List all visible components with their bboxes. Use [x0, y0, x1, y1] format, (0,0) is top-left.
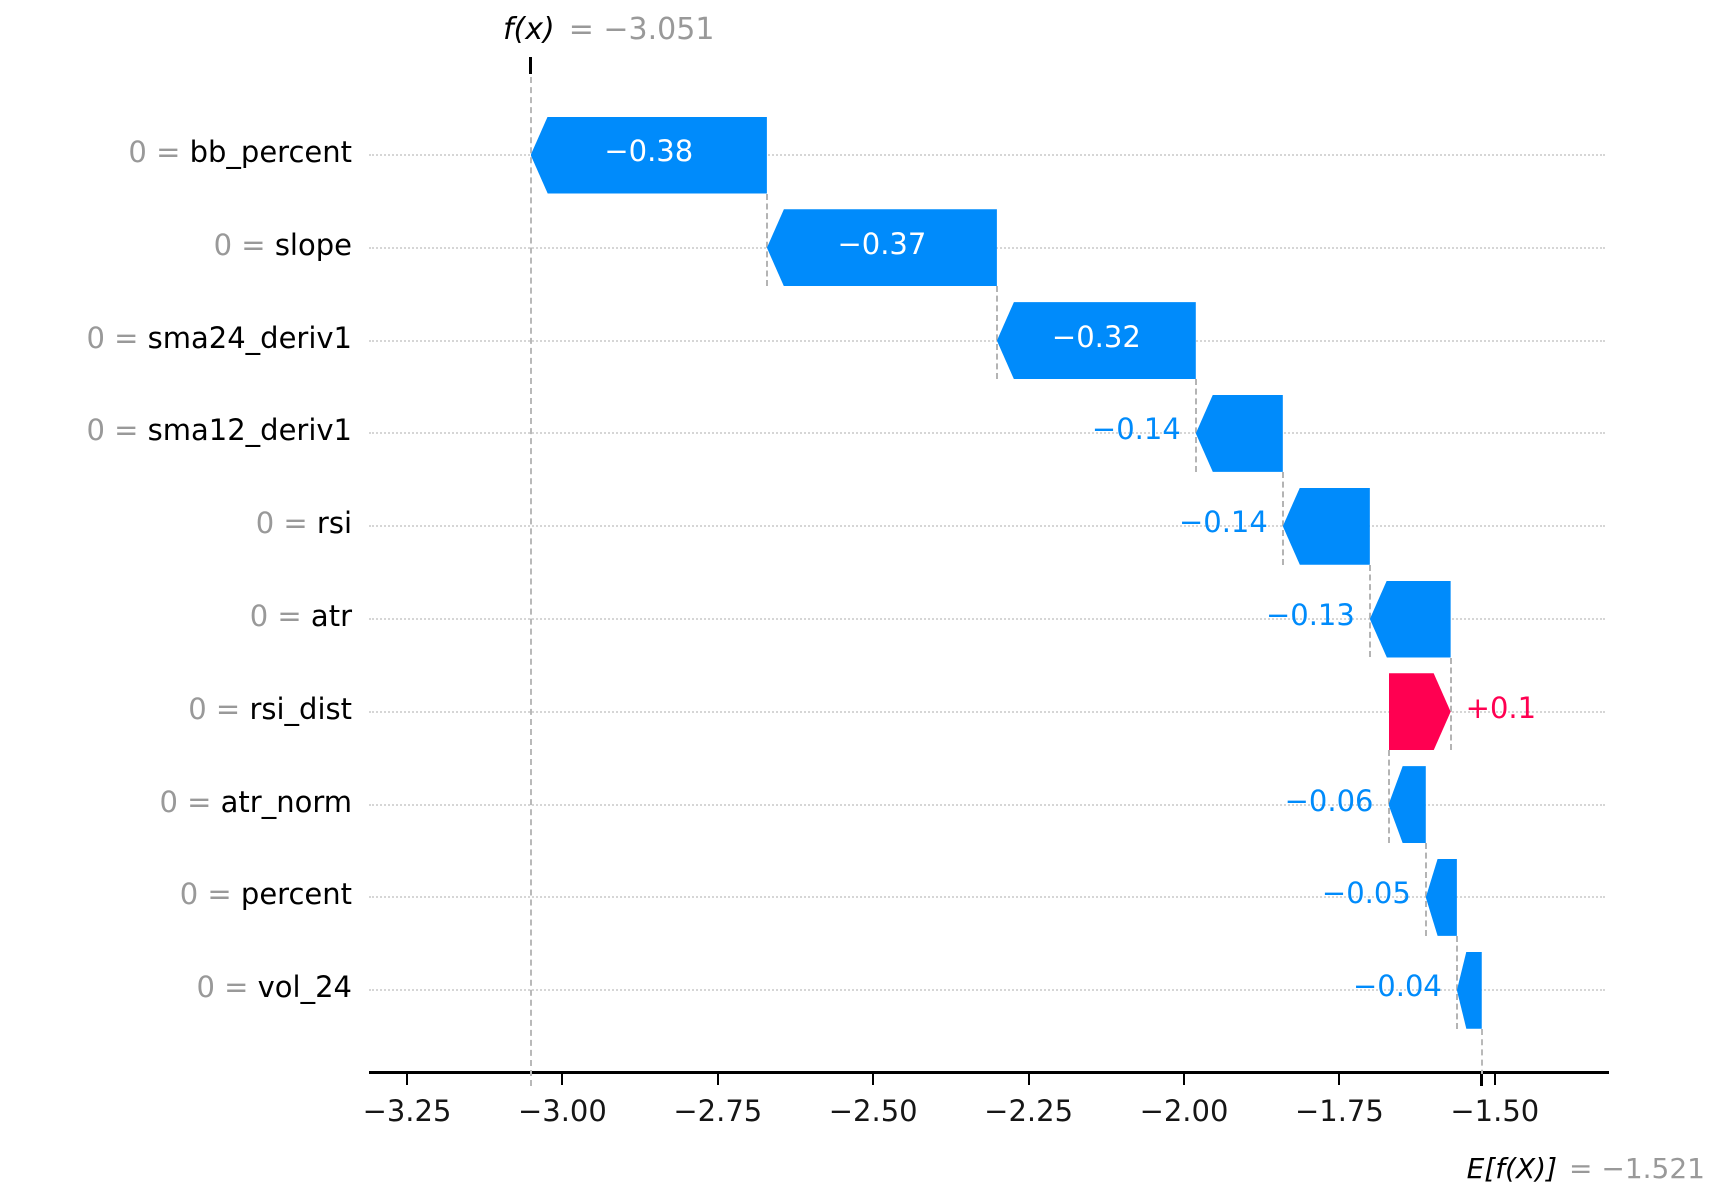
feature-name: rsi	[316, 506, 352, 541]
x-tick-label: −1.75	[1294, 1094, 1384, 1128]
feature-name: sma24_deriv1	[147, 320, 352, 355]
x-tick-label: −2.50	[828, 1094, 918, 1128]
feature-label: 0 = sma12_deriv1	[0, 413, 352, 447]
feature-label: 0 = sma24_deriv1	[0, 321, 352, 355]
x-axis-line	[369, 1071, 1609, 1074]
connector-line	[1368, 564, 1371, 658]
x-tick-mark	[1493, 1074, 1496, 1085]
row-gridline	[369, 618, 1605, 620]
feature-name: rsi_dist	[249, 691, 352, 726]
fx-value: = −3.051	[568, 12, 715, 47]
row-gridline	[369, 989, 1605, 992]
negative-shap-bar	[1369, 580, 1451, 658]
fx-annotation: f(x) = −3.051	[503, 12, 714, 48]
feature-label: 0 = atr_norm	[0, 785, 352, 819]
x-tick-mark	[561, 1074, 564, 1085]
feature-value-prefix: 0 =	[249, 599, 311, 633]
feature-label: 0 = rsi_dist	[0, 692, 352, 726]
feature-value-prefix: 0 =	[213, 227, 275, 262]
shap-value-label: −0.37	[837, 226, 927, 261]
shap-value-label: −0.06	[1284, 783, 1374, 818]
shap-value-label: −0.04	[1353, 969, 1442, 1004]
x-tick-label: −2.25	[984, 1094, 1074, 1128]
x-tick-mark	[1338, 1074, 1341, 1085]
feature-label: 0 = atr	[0, 599, 352, 633]
row-gridline	[369, 803, 1605, 806]
x-tick-label: −2.75	[673, 1094, 763, 1128]
row-gridline	[369, 525, 1605, 528]
x-tick-label: −3.25	[362, 1094, 452, 1128]
expected-value-label: E[f(X)]	[1466, 1152, 1558, 1185]
feature-value-prefix: 0 =	[128, 135, 190, 169]
negative-shap-bar	[1425, 858, 1457, 936]
negative-shap-bar	[766, 209, 997, 287]
shap-value-label: −0.05	[1321, 876, 1411, 911]
feature-value-prefix: 0 =	[179, 877, 241, 912]
connector-line	[995, 286, 998, 380]
row-gridline	[369, 339, 1605, 342]
x-tick-mark	[1183, 1074, 1185, 1085]
connector-line	[765, 193, 768, 287]
shap-value-label: −0.32	[1051, 319, 1141, 354]
positive-shap-bar	[1389, 673, 1451, 750]
x-tick-label: −2.00	[1139, 1094, 1229, 1128]
connector-line	[1424, 843, 1427, 936]
row-gridline	[369, 432, 1605, 435]
connector-line	[1281, 471, 1284, 565]
feature-label: 0 = percent	[0, 877, 352, 911]
negative-shap-bar	[996, 302, 1196, 380]
feature-value-prefix: 0 =	[159, 784, 221, 819]
feature-name: atr_norm	[220, 784, 352, 819]
fx-label: f(x)	[503, 12, 555, 47]
shap-value-label: −0.14	[1178, 505, 1268, 540]
negative-shap-bar	[1195, 394, 1283, 472]
feature-name: atr	[310, 599, 352, 633]
connector-line	[1449, 657, 1452, 751]
feature-value-prefix: 0 =	[86, 413, 148, 448]
x-tick-label: −1.50	[1450, 1094, 1540, 1128]
shap-value-label: −0.13	[1265, 598, 1355, 632]
feature-name: vol_24	[257, 970, 352, 1005]
feature-name: sma12_deriv1	[147, 413, 352, 448]
feature-value-prefix: 0 =	[255, 506, 317, 541]
connector-line	[1455, 935, 1458, 1029]
x-tick-mark	[1027, 1074, 1030, 1085]
feature-value-prefix: 0 =	[196, 970, 258, 1005]
feature-value-prefix: 0 =	[86, 320, 148, 355]
expected-value-annotation: E[f(X)] = −1.521	[1467, 1152, 1705, 1186]
row-gridline	[369, 154, 1605, 156]
feature-name: slope	[274, 227, 352, 262]
feature-label: 0 = slope	[0, 228, 352, 262]
x-tick-mark	[716, 1074, 719, 1085]
x-tick-mark	[406, 1074, 408, 1085]
fx-reference-line	[529, 57, 532, 1086]
negative-shap-bar	[1282, 487, 1370, 565]
connector-line	[1194, 379, 1197, 472]
feature-name: percent	[240, 877, 352, 912]
row-gridline	[369, 896, 1605, 899]
feature-name: bb_percent	[189, 135, 352, 169]
shap-value-label: −0.14	[1091, 412, 1181, 447]
feature-label: 0 = vol_24	[0, 970, 352, 1004]
x-tick-mark	[872, 1074, 875, 1085]
feature-label: 0 = rsi	[0, 506, 352, 540]
shap-value-label: +0.1	[1465, 690, 1537, 725]
negative-shap-bar	[530, 116, 767, 194]
feature-value-prefix: 0 =	[188, 691, 250, 726]
ef-reference-cap	[1480, 1074, 1484, 1086]
shap-value-label: −0.38	[604, 134, 694, 168]
ef-reference-line	[1480, 1028, 1483, 1086]
feature-label: 0 = bb_percent	[0, 135, 352, 169]
connector-line	[1387, 750, 1390, 844]
x-tick-label: −3.00	[517, 1094, 607, 1128]
negative-shap-bar	[1388, 766, 1426, 844]
expected-value-number: = −1.521	[1569, 1152, 1705, 1185]
fx-reference-cap	[529, 57, 533, 74]
negative-shap-bar	[1456, 951, 1482, 1029]
row-gridline	[369, 710, 1605, 713]
